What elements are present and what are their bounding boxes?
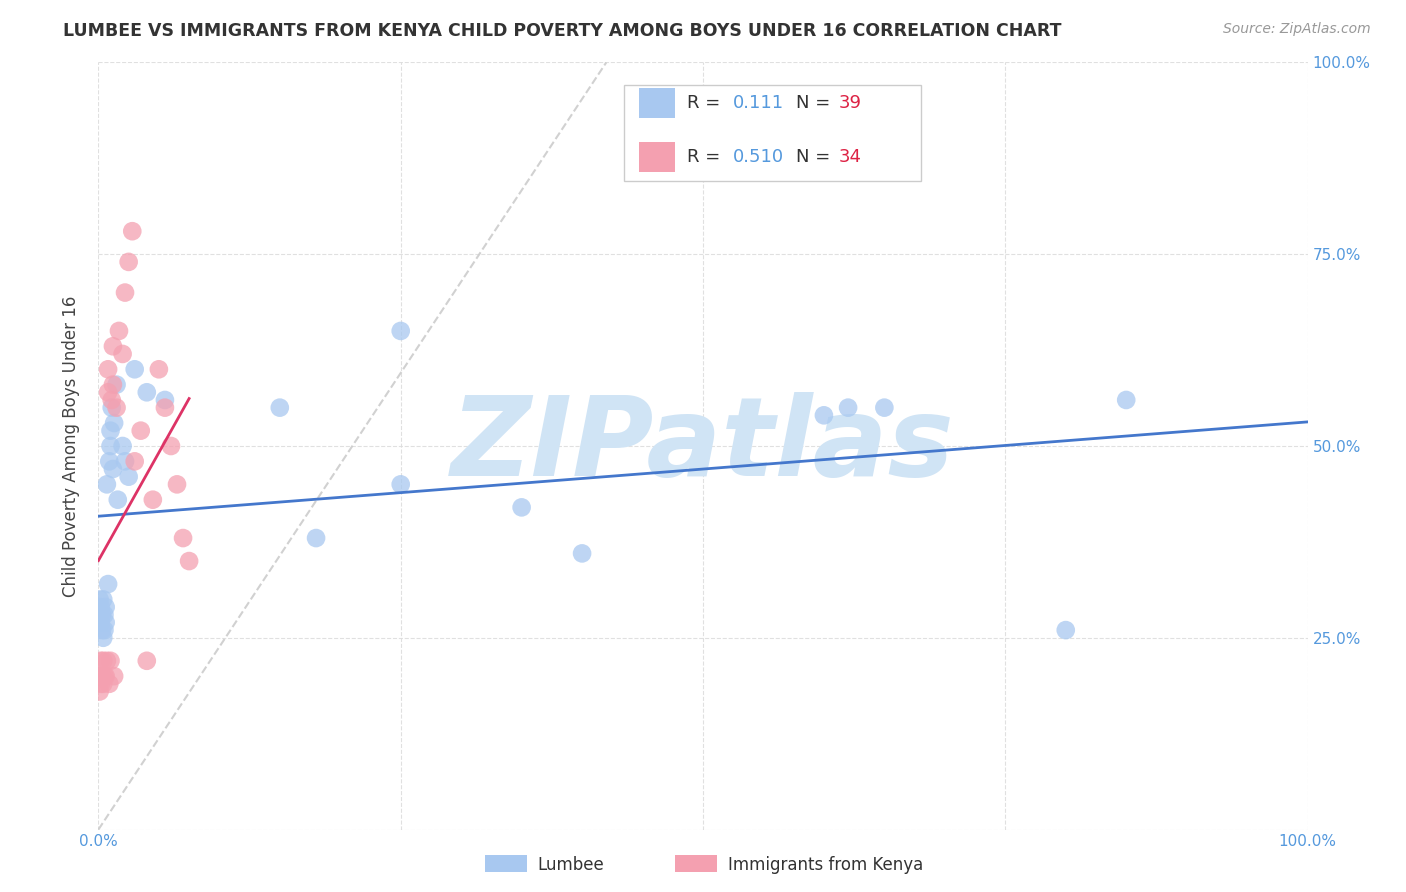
Point — [103, 669, 125, 683]
Point — [100, 654, 122, 668]
Point — [89, 684, 111, 698]
Point — [124, 362, 146, 376]
Point — [98, 454, 121, 468]
Point — [148, 362, 170, 376]
Point — [114, 285, 136, 300]
Point — [90, 677, 112, 691]
Point — [813, 409, 835, 423]
Point — [91, 631, 114, 645]
Point — [91, 677, 114, 691]
Point — [118, 469, 141, 483]
Point — [89, 669, 111, 683]
Point — [93, 623, 115, 637]
Point — [98, 677, 121, 691]
Text: 39: 39 — [838, 94, 862, 112]
FancyBboxPatch shape — [624, 86, 921, 181]
Point — [111, 347, 134, 361]
Point — [166, 477, 188, 491]
Text: Source: ZipAtlas.com: Source: ZipAtlas.com — [1223, 22, 1371, 37]
Point — [135, 385, 157, 400]
Point — [129, 424, 152, 438]
Point — [305, 531, 328, 545]
Point — [100, 424, 122, 438]
Point — [90, 654, 112, 668]
Text: 0.510: 0.510 — [734, 148, 785, 166]
Text: R =: R = — [688, 148, 727, 166]
Point — [160, 439, 183, 453]
Text: Immigrants from Kenya: Immigrants from Kenya — [728, 856, 924, 874]
Point — [96, 477, 118, 491]
Point — [97, 577, 120, 591]
Point — [389, 477, 412, 491]
Point — [97, 362, 120, 376]
Point — [105, 377, 128, 392]
Point — [121, 224, 143, 238]
Point — [89, 607, 111, 622]
Point — [135, 654, 157, 668]
Point — [510, 500, 533, 515]
Point — [118, 255, 141, 269]
Text: R =: R = — [688, 94, 727, 112]
Y-axis label: Child Poverty Among Boys Under 16: Child Poverty Among Boys Under 16 — [62, 295, 80, 597]
Point — [100, 401, 122, 415]
Point — [91, 623, 114, 637]
Text: LUMBEE VS IMMIGRANTS FROM KENYA CHILD POVERTY AMONG BOYS UNDER 16 CORRELATION CH: LUMBEE VS IMMIGRANTS FROM KENYA CHILD PO… — [63, 22, 1062, 40]
Point — [837, 401, 859, 415]
Text: Lumbee: Lumbee — [537, 856, 603, 874]
Text: ZIPatlas: ZIPatlas — [451, 392, 955, 500]
Text: 34: 34 — [838, 148, 862, 166]
Text: N =: N = — [796, 148, 837, 166]
Point — [93, 607, 115, 622]
Point — [101, 377, 124, 392]
Point — [105, 401, 128, 415]
Point — [90, 600, 112, 615]
Point — [1115, 392, 1137, 407]
Point — [1054, 623, 1077, 637]
Point — [269, 401, 291, 415]
Point — [89, 592, 111, 607]
Point — [94, 669, 117, 683]
Point — [571, 546, 593, 560]
Point — [108, 324, 131, 338]
Point — [153, 401, 176, 415]
Point — [389, 324, 412, 338]
Point — [94, 615, 117, 630]
Point — [103, 416, 125, 430]
Point — [114, 454, 136, 468]
Point — [100, 439, 122, 453]
Point — [91, 669, 114, 683]
Point — [91, 654, 114, 668]
Point — [124, 454, 146, 468]
Text: 0.111: 0.111 — [734, 94, 785, 112]
Bar — [638, 142, 675, 172]
Point — [93, 669, 115, 683]
Point — [179, 554, 201, 568]
Point — [111, 439, 134, 453]
Point — [153, 392, 176, 407]
Point — [100, 392, 122, 407]
Bar — [638, 87, 675, 118]
Text: N =: N = — [796, 94, 837, 112]
Point — [90, 615, 112, 630]
Point — [91, 592, 114, 607]
Point — [101, 339, 124, 353]
Point — [94, 600, 117, 615]
Point — [96, 654, 118, 668]
Point — [172, 531, 194, 545]
Point — [97, 385, 120, 400]
Point — [91, 607, 114, 622]
Point — [101, 462, 124, 476]
Point — [142, 492, 165, 507]
Point — [107, 492, 129, 507]
Point — [873, 401, 896, 415]
